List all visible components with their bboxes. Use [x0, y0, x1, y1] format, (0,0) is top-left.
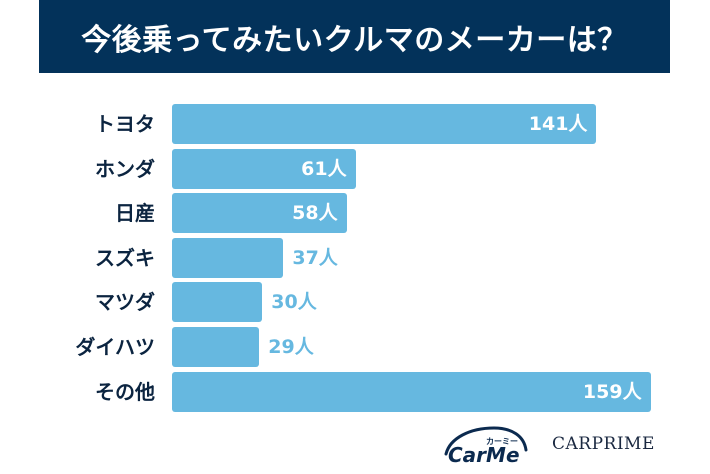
category-label: トヨタ: [95, 112, 155, 136]
carprime-logo: CARPRIME: [552, 434, 655, 454]
title-banner: 今後乗ってみたいクルマのメーカーは？: [39, 0, 670, 73]
bar-row: スズキ 37人: [0, 237, 710, 278]
category-label: マツダ: [95, 290, 155, 315]
chart-title: 今後乗ってみたいクルマのメーカーは？: [81, 22, 628, 58]
bar: [172, 371, 651, 412]
bar-row: ダイハツ 29人: [0, 327, 710, 367]
bar-row: 日産 58人: [0, 193, 710, 234]
bar-row: その他 159人: [0, 371, 710, 412]
value-label: 30人: [271, 291, 317, 314]
bar: [172, 237, 284, 278]
bar: [172, 327, 260, 367]
category-label: ダイハツ: [75, 335, 155, 359]
bar-row: ホンダ 61人: [0, 148, 710, 189]
bar-row: マツダ 30人: [0, 282, 710, 323]
bar: [172, 104, 597, 144]
svg-text:CarMe: CarMe: [448, 443, 520, 465]
value-label: 58人: [292, 202, 338, 225]
bar: [172, 148, 356, 189]
value-label: 141人: [528, 113, 588, 135]
category-label: ホンダ: [95, 156, 155, 181]
value-label: 159人: [582, 380, 642, 403]
category-label: 日産: [115, 201, 155, 226]
bar: [172, 282, 263, 323]
value-label: 61人: [301, 157, 347, 180]
category-label: その他: [95, 379, 155, 404]
category-label: スズキ: [95, 245, 155, 270]
bar: [172, 193, 347, 234]
value-label: 29人: [268, 336, 314, 358]
bar-row: トヨタ 141人: [0, 104, 710, 144]
footer-logos: カーミー CarMe CARPRIME: [440, 420, 670, 465]
carme-logo-icon: カーミー CarMe: [444, 426, 528, 465]
svg-text:カーミー: カーミー: [486, 437, 518, 446]
value-label: 37人: [292, 246, 338, 269]
